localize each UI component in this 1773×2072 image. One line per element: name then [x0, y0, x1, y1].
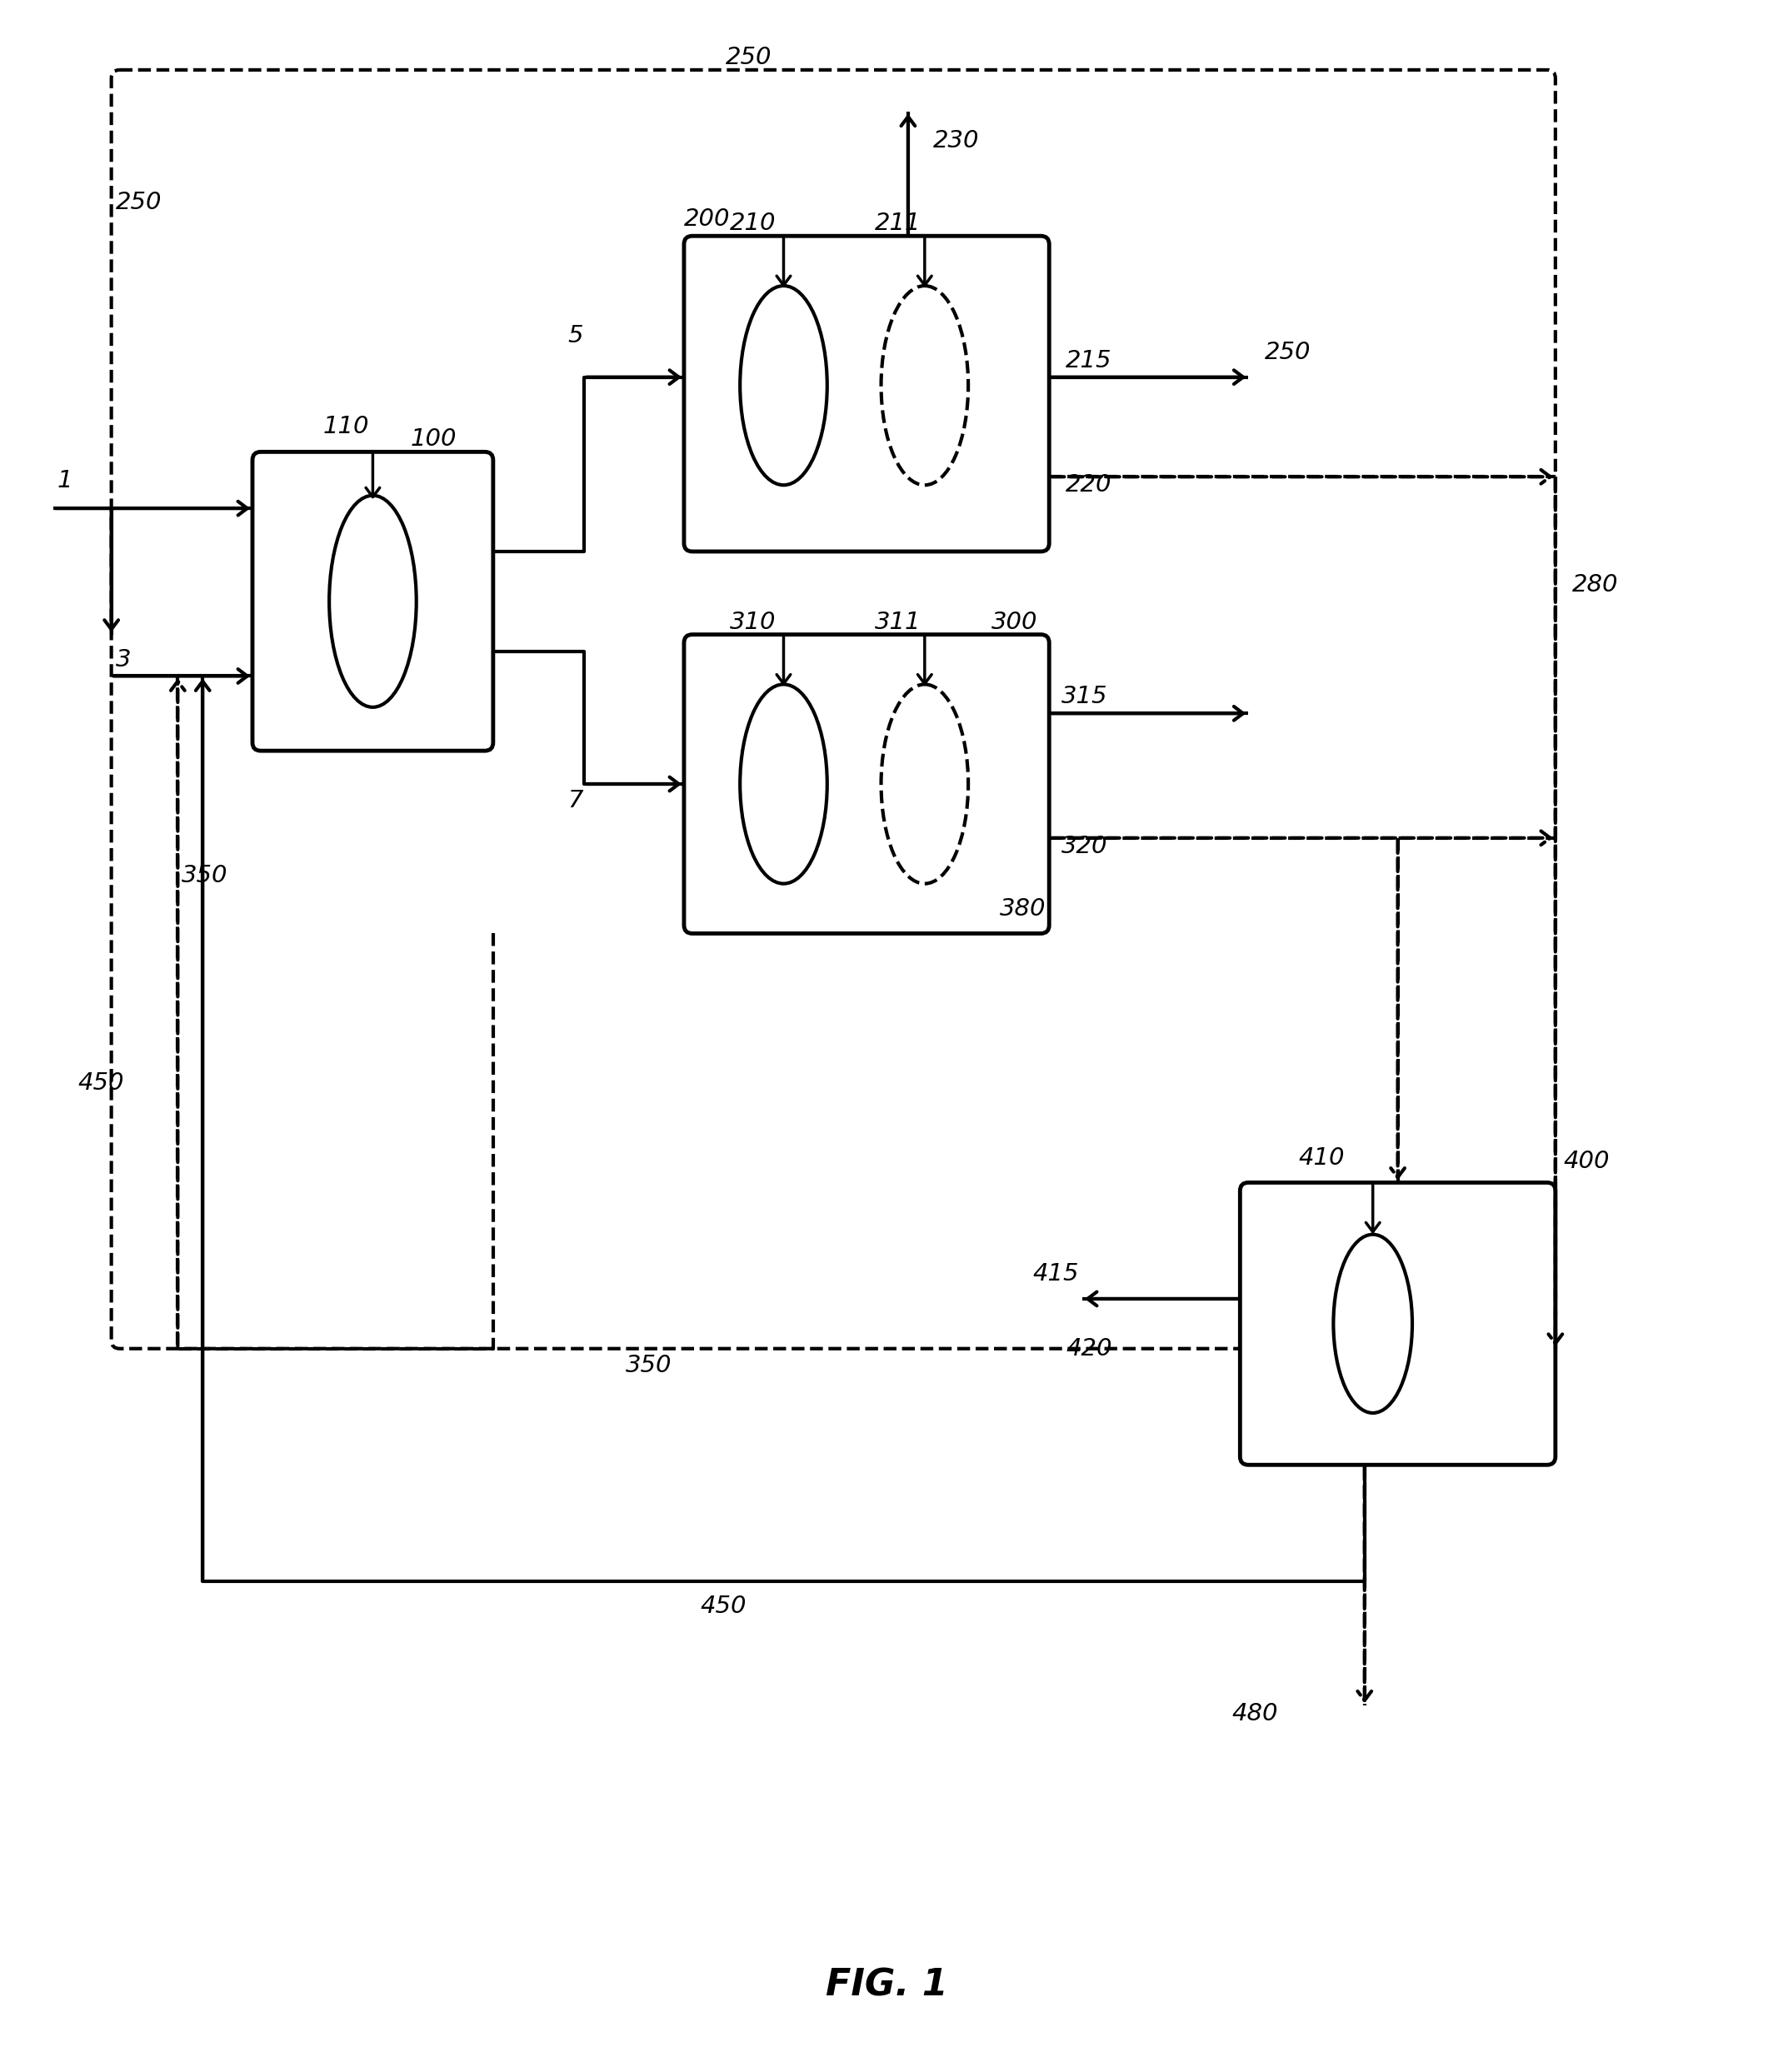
- Text: 110: 110: [323, 414, 369, 439]
- FancyBboxPatch shape: [684, 236, 1050, 551]
- Text: 310: 310: [730, 611, 777, 634]
- Text: 350: 350: [626, 1353, 672, 1378]
- FancyBboxPatch shape: [112, 70, 1555, 1349]
- Text: 415: 415: [1032, 1262, 1078, 1285]
- Text: 420: 420: [1066, 1336, 1112, 1361]
- Text: 200: 200: [684, 207, 730, 230]
- Text: 350: 350: [183, 864, 229, 887]
- Text: 250: 250: [115, 191, 161, 213]
- Text: 250: 250: [725, 46, 771, 68]
- Text: 480: 480: [1232, 1703, 1278, 1726]
- Text: 450: 450: [700, 1593, 746, 1618]
- Text: 210: 210: [730, 211, 777, 236]
- Text: 311: 311: [874, 611, 922, 634]
- Ellipse shape: [881, 286, 968, 485]
- Text: 320: 320: [1062, 835, 1108, 858]
- Text: 100: 100: [410, 427, 456, 452]
- Text: 300: 300: [991, 611, 1037, 634]
- Text: 400: 400: [1564, 1150, 1610, 1173]
- Text: 1: 1: [57, 468, 73, 493]
- FancyBboxPatch shape: [1239, 1183, 1555, 1465]
- Text: 5: 5: [567, 323, 583, 348]
- Ellipse shape: [881, 684, 968, 883]
- Text: 315: 315: [1062, 686, 1108, 709]
- Text: FIG. 1: FIG. 1: [826, 1968, 947, 2004]
- Text: 215: 215: [1066, 348, 1112, 373]
- Text: 3: 3: [115, 649, 131, 671]
- Text: 230: 230: [933, 128, 979, 151]
- FancyBboxPatch shape: [684, 634, 1050, 934]
- Text: 450: 450: [78, 1071, 124, 1094]
- Text: 220: 220: [1066, 472, 1112, 497]
- Text: 380: 380: [1000, 897, 1046, 920]
- Text: 7: 7: [567, 789, 583, 812]
- Ellipse shape: [739, 684, 828, 883]
- Text: 280: 280: [1573, 574, 1619, 597]
- Ellipse shape: [330, 495, 417, 707]
- Ellipse shape: [739, 286, 828, 485]
- Text: 410: 410: [1298, 1146, 1344, 1169]
- Text: 211: 211: [874, 211, 922, 236]
- FancyBboxPatch shape: [252, 452, 493, 750]
- Ellipse shape: [1333, 1235, 1413, 1413]
- Text: 250: 250: [1264, 340, 1312, 365]
